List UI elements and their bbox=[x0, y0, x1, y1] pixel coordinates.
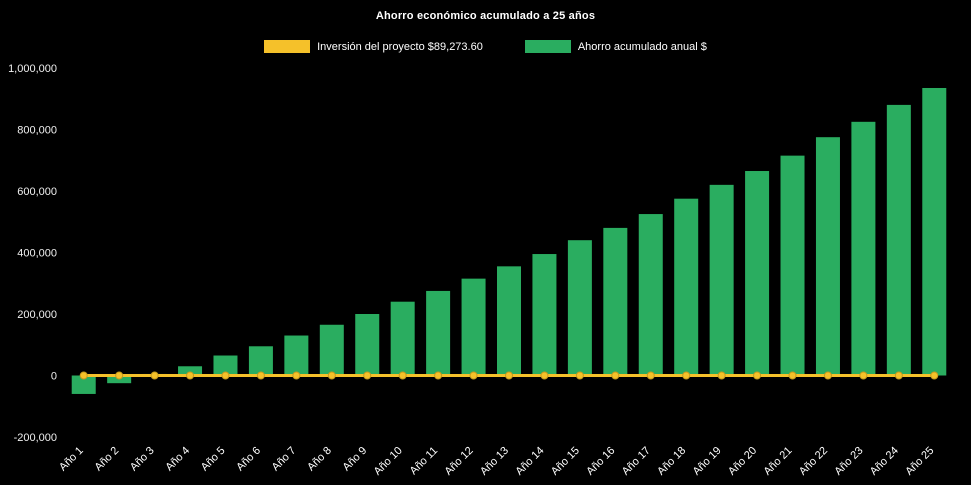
investment-marker-9[interactable] bbox=[363, 371, 372, 380]
bar-ano-20[interactable] bbox=[745, 171, 770, 376]
x-axis-label: Año 21 bbox=[761, 445, 794, 478]
legend: Inversión del proyecto $89,273.60 Ahorro… bbox=[0, 40, 971, 53]
bar-ano-21[interactable] bbox=[780, 155, 805, 376]
x-axis-label: Año 15 bbox=[549, 445, 582, 478]
x-axis-label: Año 2 bbox=[92, 445, 121, 474]
investment-marker-8[interactable] bbox=[327, 371, 336, 380]
investment-marker-21[interactable] bbox=[788, 371, 797, 380]
y-axis-tick-label: 1,000,000 bbox=[8, 63, 57, 75]
bar-ano-15[interactable] bbox=[567, 240, 592, 376]
investment-marker-23[interactable] bbox=[859, 371, 868, 380]
bar-ano-8[interactable] bbox=[319, 324, 344, 376]
bar-ano-17[interactable] bbox=[638, 214, 663, 376]
investment-marker-2[interactable] bbox=[115, 371, 124, 380]
investment-marker-11[interactable] bbox=[434, 371, 443, 380]
x-axis-label: Año 13 bbox=[478, 445, 511, 478]
x-axis-label: Año 12 bbox=[443, 445, 476, 478]
x-axis-label: Año 16 bbox=[584, 445, 617, 478]
bar-ano-23[interactable] bbox=[851, 121, 876, 376]
investment-marker-16[interactable] bbox=[611, 371, 620, 380]
bar-ano-7[interactable] bbox=[284, 335, 309, 376]
investment-marker-19[interactable] bbox=[717, 371, 726, 380]
investment-marker-22[interactable] bbox=[823, 371, 832, 380]
x-axis-label: Año 3 bbox=[128, 445, 157, 474]
bar-ano-19[interactable] bbox=[709, 184, 734, 376]
investment-marker-7[interactable] bbox=[292, 371, 301, 380]
bar-ano-18[interactable] bbox=[674, 198, 699, 376]
bar-ano-10[interactable] bbox=[390, 301, 415, 376]
investment-marker-14[interactable] bbox=[540, 371, 549, 380]
bar-ano-5[interactable] bbox=[213, 355, 238, 376]
investment-marker-5[interactable] bbox=[221, 371, 230, 380]
y-axis-tick-label: -200,000 bbox=[14, 432, 57, 444]
x-axis-label: Año 18 bbox=[655, 445, 688, 478]
investment-marker-12[interactable] bbox=[469, 371, 478, 380]
bar-ano-9[interactable] bbox=[355, 314, 380, 376]
x-axis-label: Año 7 bbox=[270, 445, 299, 474]
bar-ano-12[interactable] bbox=[461, 278, 486, 376]
x-axis-label: Año 14 bbox=[513, 445, 546, 478]
y-axis-tick-label: 600,000 bbox=[17, 186, 57, 198]
savings-legend-label: Ahorro acumulado anual $ bbox=[577, 40, 707, 53]
y-axis-tick-label: 400,000 bbox=[17, 248, 57, 260]
bar-ano-6[interactable] bbox=[248, 346, 273, 376]
bar-ano-13[interactable] bbox=[497, 266, 521, 376]
investment-marker-10[interactable] bbox=[398, 371, 407, 380]
y-axis-tick-label: 0 bbox=[51, 371, 57, 383]
x-axis-label: Año 1 bbox=[57, 445, 86, 474]
y-axis-tick-label: 800,000 bbox=[17, 125, 57, 137]
investment-legend-swatch bbox=[264, 40, 311, 53]
x-axis-label: Año 6 bbox=[234, 445, 263, 474]
investment-marker-17[interactable] bbox=[646, 371, 655, 380]
x-axis-label: Año 20 bbox=[726, 445, 759, 478]
investment-marker-15[interactable] bbox=[575, 371, 584, 380]
y-axis-tick-label: 200,000 bbox=[17, 309, 57, 321]
savings-legend-swatch bbox=[524, 40, 571, 53]
investment-marker-18[interactable] bbox=[682, 371, 691, 380]
investment-legend-label: Inversión del proyecto $89,273.60 bbox=[317, 40, 483, 53]
x-axis-label: Año 8 bbox=[305, 445, 334, 474]
x-axis-label: Año 5 bbox=[199, 445, 228, 474]
bar-ano-11[interactable] bbox=[426, 290, 451, 376]
bar-ano-16[interactable] bbox=[603, 227, 628, 376]
investment-marker-13[interactable] bbox=[505, 371, 513, 380]
x-axis-label: Año 9 bbox=[341, 445, 370, 474]
bar-ano-1[interactable] bbox=[71, 375, 96, 394]
bar-ano-22[interactable] bbox=[815, 137, 840, 376]
x-axis-label: Año 22 bbox=[797, 445, 830, 478]
x-axis-label: Año 11 bbox=[408, 445, 441, 478]
x-axis-label: Año 4 bbox=[163, 445, 192, 474]
legend-item-savings[interactable]: Ahorro acumulado anual $ bbox=[524, 40, 707, 53]
x-axis-label: Año 25 bbox=[903, 445, 936, 478]
bar-ano-25[interactable] bbox=[922, 87, 947, 376]
x-axis-label: Año 19 bbox=[691, 445, 724, 478]
bar-ano-4[interactable] bbox=[178, 366, 203, 376]
legend-item-investment[interactable]: Inversión del proyecto $89,273.60 bbox=[264, 40, 483, 53]
investment-marker-4[interactable] bbox=[186, 371, 195, 380]
investment-marker-6[interactable] bbox=[256, 371, 265, 380]
investment-marker-24[interactable] bbox=[894, 371, 903, 380]
investment-marker-25[interactable] bbox=[930, 371, 939, 380]
x-axis-label: Año 17 bbox=[620, 445, 653, 478]
x-axis-label: Año 23 bbox=[832, 445, 865, 478]
x-axis-label: Año 24 bbox=[868, 445, 901, 478]
investment-marker-20[interactable] bbox=[753, 371, 762, 380]
investment-marker-3[interactable] bbox=[150, 371, 159, 380]
chart-title: Ahorro económico acumulado a 25 años bbox=[375, 10, 596, 22]
x-axis-label: Año 10 bbox=[372, 445, 405, 478]
investment-marker-1[interactable] bbox=[79, 371, 88, 380]
bar-ano-14[interactable] bbox=[532, 254, 557, 376]
bar-ano-24[interactable] bbox=[886, 104, 911, 376]
